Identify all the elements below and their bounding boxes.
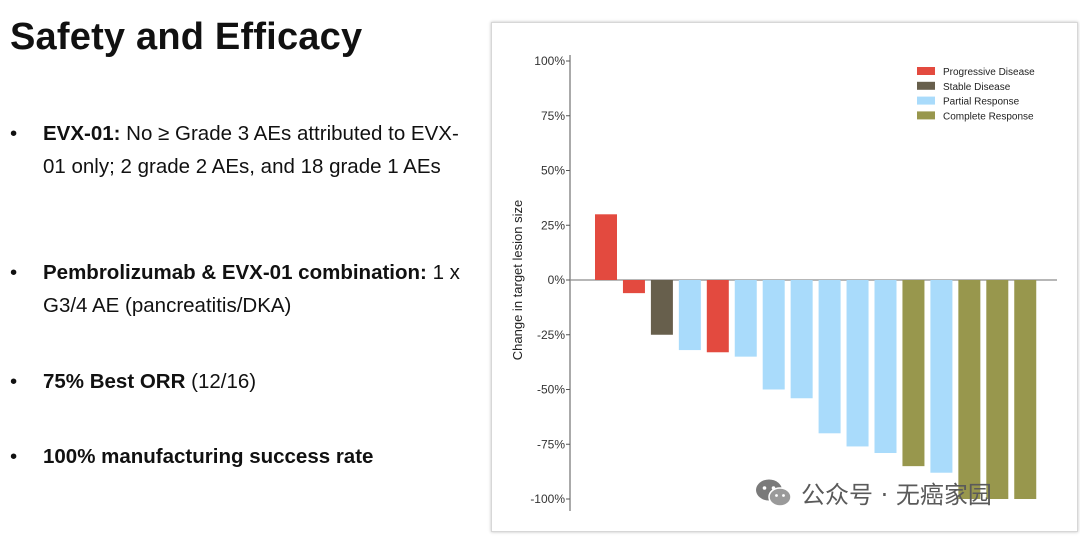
- y-tick-label: -50%: [537, 383, 565, 397]
- bar: [846, 280, 869, 447]
- legend-label: Stable Disease: [943, 82, 1011, 93]
- waterfall-chart: 100% 75% 50% 25% 0% -25% -50% -75% -100% Change i…: [510, 54, 1057, 511]
- bar: [622, 280, 645, 294]
- bar: [706, 280, 729, 353]
- legend-label: Partial Response: [943, 97, 1020, 108]
- bar: [874, 280, 897, 454]
- bullet-manufacturing: • 100% manufacturing success rate: [10, 441, 480, 474]
- bullet-bold: Pembrolizumab & EVX-01 combination:: [43, 261, 427, 284]
- bullet-bold: 75% Best ORR: [43, 370, 186, 393]
- y-tick-label: 25%: [541, 218, 565, 232]
- bar: [650, 280, 673, 335]
- watermark: 公众号 · 无癌家园: [755, 475, 992, 510]
- watermark-text: 公众号 · 无癌家园: [801, 481, 992, 509]
- bar: [734, 280, 757, 357]
- bar: [930, 280, 953, 473]
- y-tick-label: 75%: [541, 109, 565, 123]
- bar: [790, 280, 813, 399]
- bullet-dot: •: [10, 445, 18, 468]
- legend-swatch: [917, 67, 935, 75]
- y-tick-label: -25%: [537, 328, 565, 342]
- y-tick-label: 0%: [548, 273, 566, 287]
- legend-label: Progressive Disease: [943, 67, 1035, 78]
- legend-swatch: [917, 81, 935, 90]
- bullet-dot: •: [10, 122, 18, 145]
- bar: [986, 280, 1009, 499]
- bar: [678, 280, 701, 351]
- bullet-bold: EVX-01:: [43, 122, 121, 145]
- wechat-icon: [756, 479, 792, 507]
- slide-title: Safety and Efficacy: [10, 16, 363, 58]
- bar: [595, 214, 617, 280]
- bullet-dot: •: [10, 370, 18, 393]
- y-tick-label: 100%: [534, 54, 565, 68]
- bullet-combination: • Pembrolizumab & EVX-01 combination: 1 …: [10, 257, 480, 322]
- waterfall-chart-panel: 100% 75% 50% 25% 0% -25% -50% -75% -100% Change i…: [491, 22, 1078, 532]
- bar: [958, 280, 981, 499]
- legend-label: Complete Response: [943, 111, 1034, 122]
- bar: [818, 280, 841, 434]
- bar: [902, 280, 925, 467]
- y-tick-label: 50%: [541, 164, 565, 178]
- bar: [762, 280, 785, 390]
- bullet-evx01-safety: • EVX-01: No ≥ Grade 3 AEs attributed to…: [10, 118, 480, 183]
- legend-swatch: [917, 111, 935, 120]
- bullet-dot: •: [10, 261, 18, 284]
- bullet-text: (12/16): [185, 370, 257, 393]
- bullet-text: No ≥ Grade 3 AEs attributed to EVX-01 on…: [43, 122, 459, 178]
- bullet-text: 1 x G3/4 AE (pancreatitis/DKA): [43, 261, 460, 317]
- y-axis-label: Change in target lesion size: [510, 200, 525, 360]
- bar: [1014, 280, 1037, 499]
- bullet-bold: 100% manufacturing success rate: [43, 445, 374, 468]
- y-tick-label: -75%: [537, 437, 565, 451]
- legend-swatch: [917, 96, 935, 105]
- y-tick-label: -100%: [530, 492, 565, 506]
- bullet-orr: • 75% Best ORR (12/16): [10, 366, 480, 399]
